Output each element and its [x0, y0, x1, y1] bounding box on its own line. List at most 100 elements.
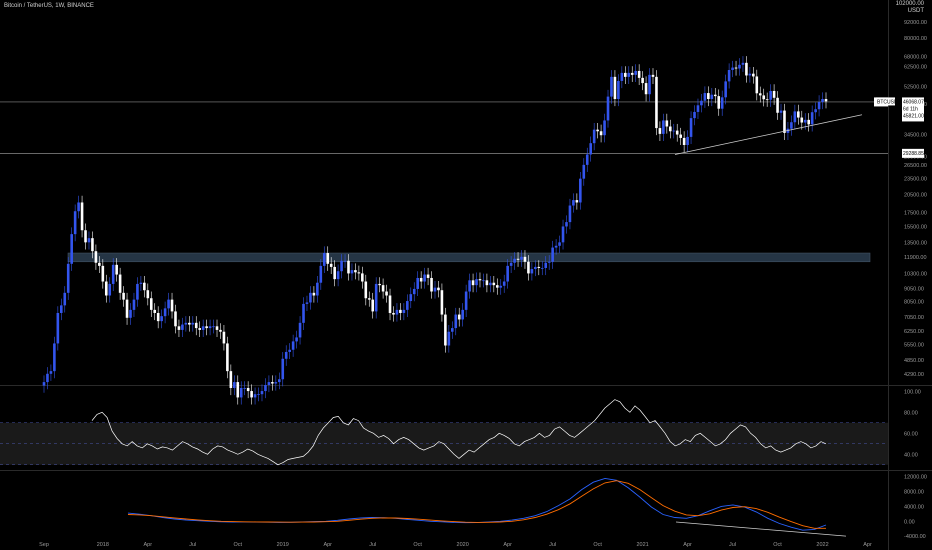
candle-body: [42, 382, 46, 386]
candle-body: [84, 230, 87, 243]
candle-body: [471, 280, 475, 286]
candle-body: [457, 314, 461, 320]
currency-label: 102000.00 USDT: [896, 1, 924, 15]
x-tick-label: 2022: [816, 542, 828, 548]
candle-body: [222, 331, 226, 344]
candle-body: [582, 164, 586, 179]
x-tick-label: Sep: [39, 542, 49, 548]
candle-body: [752, 73, 755, 77]
candle-body: [426, 274, 430, 278]
candle-body: [534, 266, 537, 270]
candle-body: [184, 322, 188, 325]
candle-body: [797, 111, 800, 118]
price-tick-label: 11900.00: [904, 255, 927, 261]
candle-body: [364, 281, 368, 299]
candle-body: [468, 280, 471, 292]
candle-body: [454, 314, 458, 329]
price-tick-label: 20500.00: [904, 192, 927, 198]
candle-body: [703, 93, 707, 101]
price-tick-label: 92000.00: [904, 20, 927, 26]
candle-body: [540, 267, 544, 269]
candle-body: [101, 265, 105, 282]
candle-body: [561, 226, 565, 243]
candle-body: [253, 394, 257, 398]
candle-body: [437, 287, 440, 291]
candle-body: [603, 120, 606, 136]
candle-body: [624, 72, 627, 77]
candle-body: [637, 70, 641, 78]
candle-body: [707, 93, 710, 100]
candle-body: [689, 118, 693, 137]
candle-body: [596, 129, 599, 132]
candle-body: [696, 105, 700, 112]
price-tick-label: 68000.00: [904, 55, 927, 61]
candle-body: [219, 329, 222, 332]
candle-body: [409, 294, 413, 302]
candle-body: [295, 337, 298, 342]
candle-body: [672, 130, 676, 132]
candle-body: [821, 99, 824, 102]
x-tick-label: Oct: [413, 542, 422, 548]
candle-body: [153, 309, 157, 313]
candle-body: [579, 178, 582, 203]
candle-body: [824, 99, 828, 102]
candle-body: [302, 303, 305, 323]
candle-body: [568, 205, 572, 223]
candle-body: [243, 387, 246, 389]
x-tick-label: Jul: [369, 542, 376, 548]
candle-body: [599, 131, 603, 136]
x-tick-label: Apr: [144, 542, 153, 548]
candle-body: [53, 343, 56, 372]
candle-body: [395, 309, 399, 315]
candle-body: [149, 298, 153, 310]
candle-body: [205, 326, 208, 329]
candle-body: [129, 309, 132, 318]
price-tick-label: 10300.00: [904, 271, 927, 277]
candle-body: [191, 322, 195, 325]
price-tick-label: 26500.00: [904, 163, 927, 169]
candle-body: [492, 282, 496, 286]
candle-body: [115, 264, 118, 275]
candle-body: [447, 331, 451, 346]
candle-body: [181, 324, 184, 330]
candle-body: [675, 130, 679, 135]
countdown-text: 6d 11h: [903, 106, 918, 112]
candle-body: [610, 76, 613, 97]
candle-body: [63, 292, 67, 306]
rsi-tick-label: 40.00: [904, 452, 918, 458]
candle-body: [419, 277, 423, 282]
candle-body: [406, 301, 409, 310]
candle-body: [316, 282, 319, 296]
candle-body: [537, 266, 541, 268]
candle-body: [613, 76, 617, 100]
candle-body: [668, 126, 672, 132]
candle-body: [98, 262, 101, 266]
candle-body: [160, 316, 163, 322]
signal-line: [127, 480, 826, 529]
candle-body: [558, 242, 561, 246]
candle-body: [146, 290, 150, 299]
candle-body: [772, 90, 776, 98]
candle-body: [793, 111, 797, 123]
candle-body: [392, 312, 395, 315]
candle-body: [776, 97, 779, 113]
candle-body: [416, 277, 419, 289]
candle-body: [257, 394, 260, 395]
price-tick-label: 15500.00: [904, 224, 927, 230]
price-tick-label: 5550.00: [904, 342, 924, 348]
candle-body: [686, 136, 689, 145]
candle-body: [288, 349, 291, 352]
candle-body: [516, 258, 520, 260]
candle-body: [748, 73, 752, 76]
candle-body: [665, 120, 669, 127]
candle-body: [644, 83, 648, 95]
rsi-tick-label: 60.00: [904, 431, 918, 437]
candle-body: [620, 72, 624, 81]
candle-body: [215, 326, 219, 330]
candle-body: [731, 67, 734, 71]
candle-body: [326, 253, 330, 264]
candle-body: [367, 298, 371, 300]
candle-body: [606, 96, 610, 121]
candle-body: [163, 308, 167, 317]
